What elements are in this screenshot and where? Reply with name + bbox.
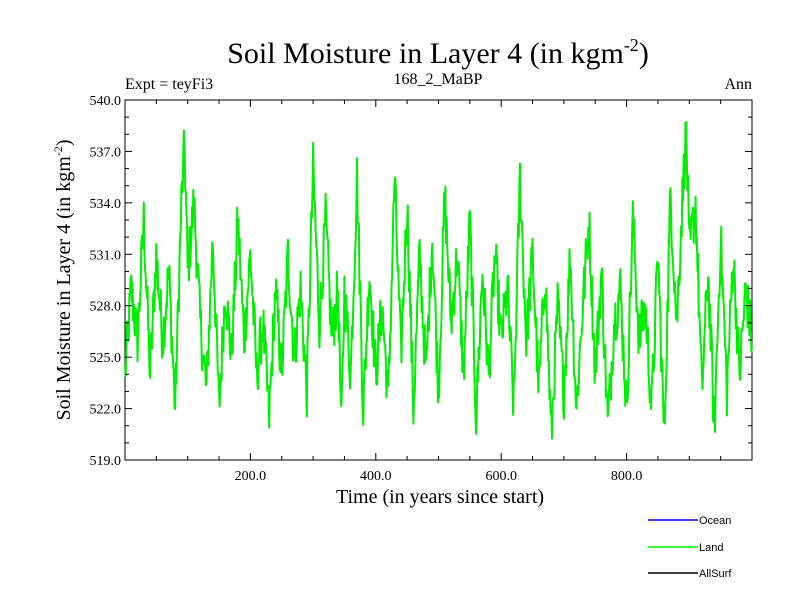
y-tick-label: 519.0 — [90, 454, 122, 469]
y-tick-label: 525.0 — [90, 351, 122, 366]
x-tick-label: 400.0 — [360, 469, 392, 484]
y-axis-ticks: 519.0 522.0 525.0 528.0 531.0 534.0 537.0 540.0 — [90, 94, 752, 469]
chart-title: Soil Moisture in Layer 4 (in kgm-2) — [227, 35, 649, 70]
legend-label-land: Land — [699, 542, 723, 554]
subtitle-center: 168_2_MaBP — [394, 71, 483, 88]
y-tick-label: 534.0 — [90, 197, 122, 212]
legend-label-ocean: Ocean — [699, 515, 731, 527]
y-tick-label: 531.0 — [90, 248, 122, 263]
y-tick-label: 528.0 — [90, 300, 122, 315]
y-tick-label: 522.0 — [90, 403, 122, 418]
x-axis-label: Time (in years since start) — [336, 486, 544, 508]
legend: Ocean Land AllSurf — [648, 515, 732, 580]
subtitle-right: Ann — [724, 76, 752, 93]
legend-label-allsurf: AllSurf — [699, 568, 732, 580]
y-axis-label: Soil Moisture in Layer 4 (in kgm-2) — [51, 139, 75, 420]
x-tick-label: 200.0 — [235, 469, 267, 484]
subtitle-left: Expt = teyFi3 — [125, 76, 213, 93]
y-tick-label: 540.0 — [90, 94, 122, 109]
y-tick-label: 537.0 — [90, 145, 122, 160]
series-group — [124, 121, 753, 440]
x-tick-label: 600.0 — [485, 469, 517, 484]
x-axis-ticks: 200.0 400.0 600.0 800.0 — [155, 100, 722, 484]
x-tick-label: 800.0 — [611, 469, 643, 484]
series-line-land — [124, 121, 753, 440]
